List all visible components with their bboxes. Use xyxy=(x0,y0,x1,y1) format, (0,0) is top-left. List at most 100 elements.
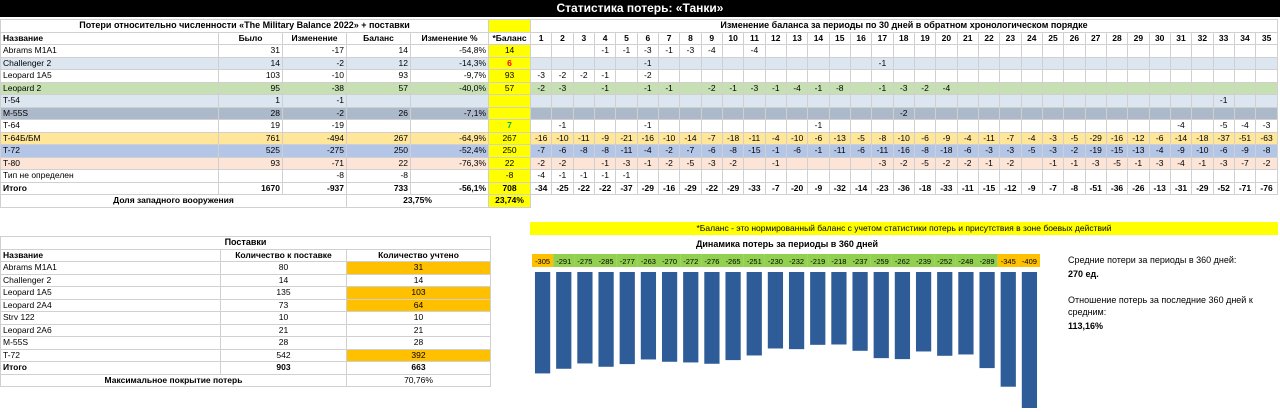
losses-cell-change: -8 xyxy=(282,169,347,183)
period-cell: -4 xyxy=(956,131,979,145)
period-number: 17 xyxy=(871,31,894,45)
deliveries-row: Strv 122 10 10 xyxy=(0,311,492,325)
losses-cell-was: 19 xyxy=(218,119,283,133)
period-cell xyxy=(956,44,979,58)
period-cell: -9 xyxy=(1169,144,1193,158)
losses-cell-pct: -14,3% xyxy=(409,56,490,70)
bar-data-label: -251 xyxy=(747,257,762,266)
period-number: 23 xyxy=(999,31,1022,45)
bar-label-bg xyxy=(976,254,998,267)
period-cell xyxy=(956,81,979,95)
bar-label-bg xyxy=(891,254,913,267)
period-cell xyxy=(764,169,787,183)
period-cell xyxy=(1191,44,1214,58)
period-cell xyxy=(999,119,1022,133)
period-cell xyxy=(1148,81,1171,95)
period-total: -36 xyxy=(1105,181,1129,195)
period-cell: -51 xyxy=(1233,131,1257,145)
losses-cell-was: 761 xyxy=(218,131,283,145)
period-cell: -9 xyxy=(593,131,617,145)
periods-row: -16 -10 -11 -9 -21 -16 -10 -14 -7 -18 -11 -4 -10 -6 -1… xyxy=(529,131,1278,145)
period-cell: -2 xyxy=(999,156,1022,170)
period-cell xyxy=(700,169,723,183)
period-cell: -4 xyxy=(935,81,958,95)
bar-data-label: -263 xyxy=(641,257,656,266)
losses-table: Потери относительно численности «The Mil… xyxy=(0,19,532,208)
period-total: -32 xyxy=(828,181,851,195)
period-cell xyxy=(1191,106,1214,120)
period-cell: -3 xyxy=(1212,156,1235,170)
period-cell xyxy=(913,169,937,183)
bar-label-bg xyxy=(532,254,554,267)
losses-cell-pct: -52,4% xyxy=(409,144,490,158)
period-cell xyxy=(828,169,851,183)
period-cell xyxy=(828,56,851,70)
period-cell: -2 xyxy=(636,69,659,83)
period-cell xyxy=(785,169,809,183)
period-cell xyxy=(1127,44,1150,58)
period-cell: -2 xyxy=(657,156,681,170)
deliveries-col-header: Количество учтено xyxy=(345,248,492,262)
period-total: -15 xyxy=(977,181,1001,195)
period-cell: -6 xyxy=(551,144,574,158)
period-cell xyxy=(1169,106,1193,120)
losses-cell-balance: 12 xyxy=(346,56,411,70)
period-cell xyxy=(1233,81,1257,95)
period-number: 24 xyxy=(1020,31,1043,45)
deliveries-cell-counted: 10 xyxy=(345,311,492,325)
deliveries-cell-counted: 103 xyxy=(345,286,492,300)
period-cell xyxy=(615,94,638,108)
period-cell: -4 xyxy=(636,144,659,158)
period-cell xyxy=(593,119,617,133)
period-cell xyxy=(849,119,873,133)
period-number: 33 xyxy=(1212,31,1235,45)
period-total: -25 xyxy=(551,181,574,195)
period-cell xyxy=(849,69,873,83)
period-number: 15 xyxy=(828,31,851,45)
period-cell: -4 xyxy=(1169,119,1193,133)
period-cell xyxy=(721,169,745,183)
bar-data-label: -285 xyxy=(599,257,614,266)
period-cell: -29 xyxy=(1084,131,1107,145)
losses-total-row: Итого 1670 -937 733 -56,1% 708 xyxy=(0,181,532,195)
deliveries-cell-qty: 542 xyxy=(220,348,347,362)
period-number: 30 xyxy=(1148,31,1171,45)
period-cell xyxy=(615,81,638,95)
bar xyxy=(958,272,974,355)
period-cell xyxy=(1020,119,1043,133)
period-cell xyxy=(700,106,723,120)
period-cell xyxy=(1191,119,1214,133)
period-cell: -10 xyxy=(551,131,574,145)
losses-cell-was xyxy=(218,169,283,183)
period-number: 31 xyxy=(1169,31,1193,45)
period-cell xyxy=(892,94,915,108)
period-cell xyxy=(700,119,723,133)
period-cell: -1 xyxy=(977,156,1001,170)
period-cell xyxy=(1084,94,1107,108)
period-cell xyxy=(1063,106,1086,120)
period-cell xyxy=(679,69,702,83)
period-cell xyxy=(1084,169,1107,183)
bar-label-bg xyxy=(955,254,977,267)
period-cell xyxy=(764,56,787,70)
deliveries-cell-qty: 135 xyxy=(220,286,347,300)
period-cell: -6 xyxy=(1212,144,1235,158)
period-total: -29 xyxy=(636,181,659,195)
losses-cell-pct: -9,7% xyxy=(409,69,490,83)
losses-cell-was: 95 xyxy=(218,81,283,95)
losses-cell-change: -19 xyxy=(282,119,347,133)
period-cell: -4 xyxy=(785,81,809,95)
losses-cell-balance: 250 xyxy=(346,144,411,158)
period-total: -29 xyxy=(679,181,702,195)
period-cell xyxy=(657,94,681,108)
bar xyxy=(556,272,572,369)
period-cell xyxy=(1127,81,1150,95)
period-cell xyxy=(999,81,1022,95)
losses-col-header: Изменение % xyxy=(409,31,490,45)
period-number: 26 xyxy=(1063,31,1086,45)
deliveries-row: Leopard 2A6 21 21 xyxy=(0,323,492,337)
period-cell xyxy=(1041,106,1065,120)
period-cell xyxy=(999,56,1022,70)
period-cell xyxy=(999,94,1022,108)
period-cell: -2 xyxy=(913,81,937,95)
